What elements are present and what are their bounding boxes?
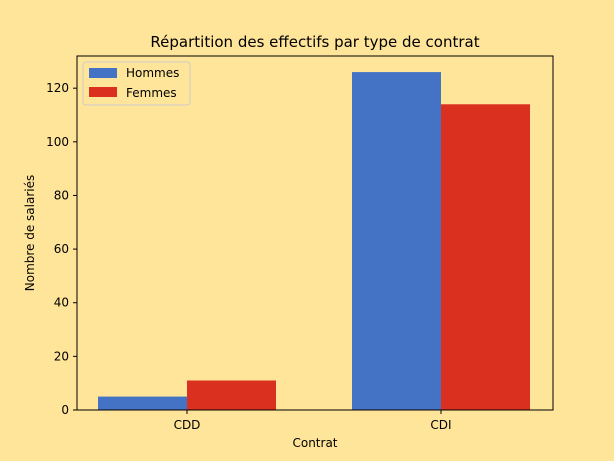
legend-label-femmes: Femmes xyxy=(126,86,177,100)
y-axis-label: Nombre de salariés xyxy=(23,175,37,292)
x-tick-label: CDI xyxy=(430,418,451,432)
y-tick-label: 80 xyxy=(54,188,69,202)
y-tick-label: 100 xyxy=(46,135,69,149)
legend-label-hommes: Hommes xyxy=(126,66,179,80)
y-axis-ticks: 0 20 40 60 80 100 120 xyxy=(46,81,77,417)
y-tick-label: 120 xyxy=(46,81,69,95)
legend-swatch-femmes xyxy=(89,87,117,97)
x-axis-label: Contrat xyxy=(292,436,337,450)
bar-femmes-cdi xyxy=(441,104,530,410)
legend-swatch-hommes xyxy=(89,68,117,78)
bars-layer xyxy=(98,72,530,410)
y-tick-label: 40 xyxy=(54,296,69,310)
bar-hommes-cdi xyxy=(352,72,441,410)
bar-hommes-cdd xyxy=(98,396,187,410)
y-tick-label: 0 xyxy=(61,403,69,417)
x-axis-ticks: CDD CDI xyxy=(174,410,452,432)
chart-title: Répartition des effectifs par type de co… xyxy=(150,33,479,51)
legend: Hommes Femmes xyxy=(82,61,191,106)
x-tick-label: CDD xyxy=(174,418,201,432)
plot-frame xyxy=(76,55,554,411)
bar-femmes-cdd xyxy=(187,380,276,410)
y-tick-label: 20 xyxy=(54,349,69,363)
y-tick-label: 60 xyxy=(54,242,69,256)
